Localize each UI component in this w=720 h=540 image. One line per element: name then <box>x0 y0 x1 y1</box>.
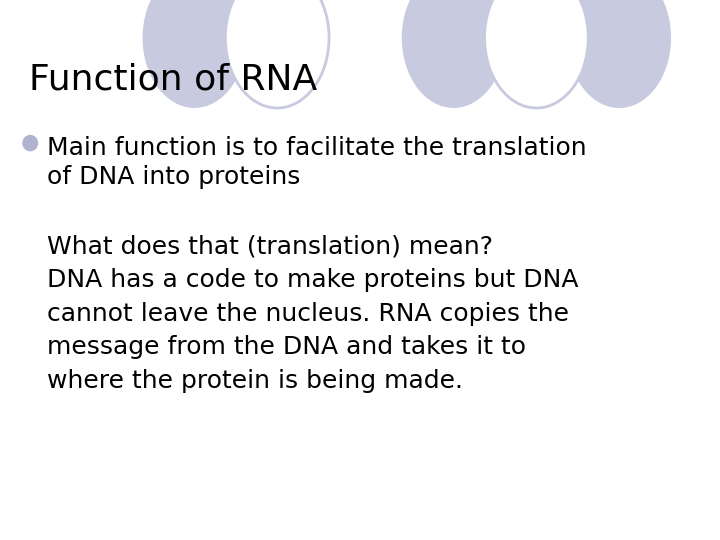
Ellipse shape <box>225 0 329 108</box>
Ellipse shape <box>23 136 37 151</box>
Text: Function of RNA: Function of RNA <box>29 62 317 96</box>
Ellipse shape <box>402 0 505 108</box>
Ellipse shape <box>567 0 671 108</box>
Ellipse shape <box>143 0 246 108</box>
Ellipse shape <box>485 0 588 108</box>
Text: What does that (translation) mean?
DNA has a code to make proteins but DNA
canno: What does that (translation) mean? DNA h… <box>47 235 578 393</box>
Text: Main function is to facilitate the translation: Main function is to facilitate the trans… <box>47 136 586 160</box>
Text: of DNA into proteins: of DNA into proteins <box>47 165 300 188</box>
